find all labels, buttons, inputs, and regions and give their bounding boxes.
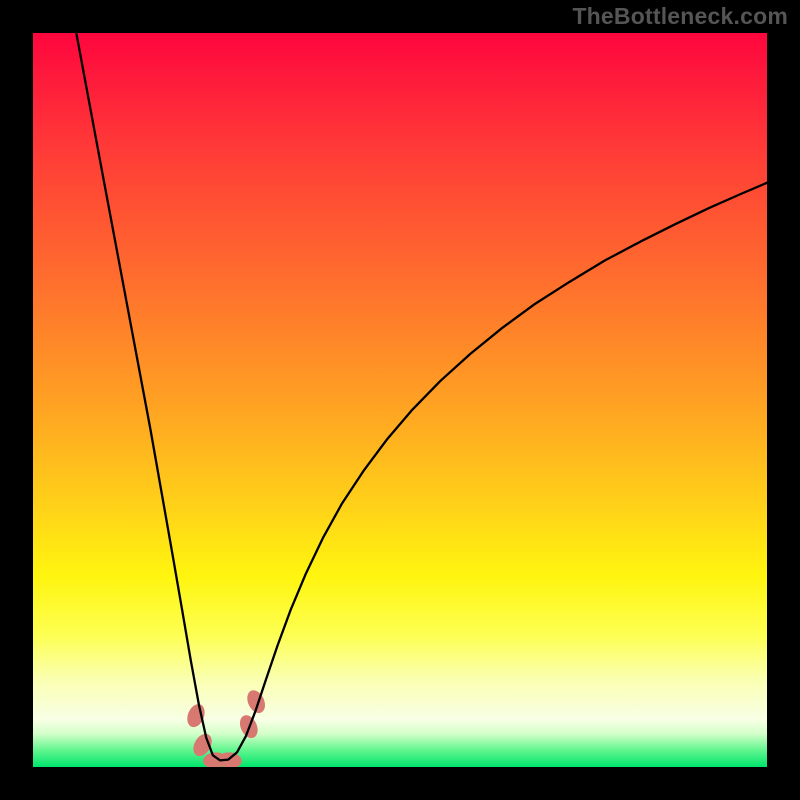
bottleneck-chart bbox=[0, 0, 800, 800]
gradient-background bbox=[33, 33, 767, 767]
watermark-text: TheBottleneck.com bbox=[572, 3, 788, 30]
